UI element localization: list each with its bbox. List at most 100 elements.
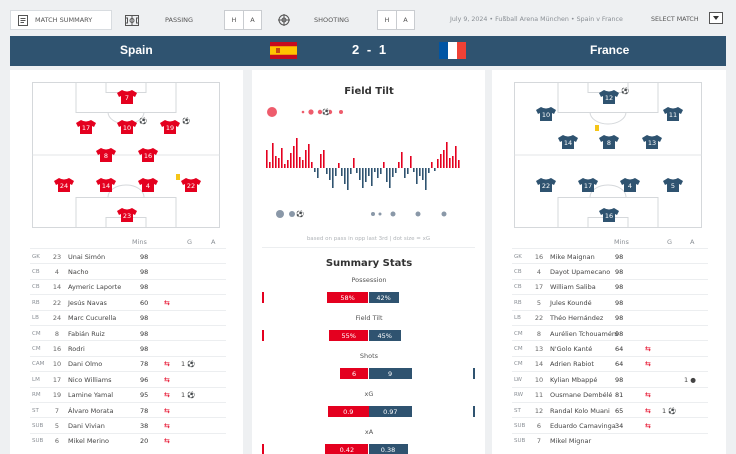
- player-shirt-icon[interactable]: [96, 178, 116, 192]
- player-shirt-icon[interactable]: [117, 120, 137, 134]
- player-row[interactable]: CB 4 Dayot Upamecano 98: [514, 264, 710, 279]
- player-shirt-icon[interactable]: [117, 90, 137, 104]
- player-row[interactable]: LW 10 Kylian Mbappé 98 1 ●: [514, 372, 710, 387]
- tab-match-summary[interactable]: MATCH SUMMARY: [10, 10, 112, 30]
- player-row[interactable]: LB 24 Marc Cucurella 98: [32, 311, 228, 326]
- player-row[interactable]: GK 16 Mike Maignan 98: [514, 249, 710, 264]
- tilt-bar: [401, 152, 403, 168]
- player-name: William Saliba: [550, 283, 596, 292]
- player-shirt-icon[interactable]: [138, 148, 158, 162]
- player-row[interactable]: RM 19 Lamine Yamal 95 ⇆ 1 ⚽: [32, 388, 228, 403]
- player-shirt-icon[interactable]: [536, 107, 556, 121]
- tilt-bar: [386, 168, 388, 182]
- player-number: 10: [534, 375, 544, 384]
- row-divider: [512, 417, 708, 419]
- shot-xg-dot: [441, 211, 447, 217]
- home-score: 2: [352, 42, 360, 57]
- player-name: Mike Maignan: [550, 252, 595, 261]
- goals-header: G: [187, 238, 193, 246]
- player-name: Nacho: [68, 267, 89, 276]
- player-row[interactable]: RB 22 Jesús Navas 60 ⇆: [32, 295, 228, 310]
- row-divider: [512, 278, 708, 280]
- passing-ha-toggle[interactable]: H A: [224, 10, 262, 30]
- stat-label: Possession: [351, 276, 387, 284]
- home-toggle[interactable]: H: [231, 16, 237, 24]
- player-row[interactable]: CM 14 Adrien Rabiot 64 ⇆: [514, 357, 710, 372]
- row-divider: [512, 432, 708, 434]
- player-row[interactable]: CB 17 William Saliba 98: [514, 280, 710, 295]
- player-position: LW: [514, 376, 522, 383]
- shirt-number: 19: [166, 124, 174, 132]
- player-row[interactable]: RB 5 Jules Koundé 98: [514, 295, 710, 310]
- player-number: 8: [54, 329, 60, 338]
- player-row[interactable]: CM 8 Fabián Ruiz 98: [32, 326, 228, 341]
- player-shirt-icon[interactable]: [96, 148, 116, 162]
- row-divider: [512, 325, 708, 326]
- player-shirt-icon[interactable]: [54, 178, 74, 192]
- player-row[interactable]: RW 11 Ousmane Dembélé 81 ⇆: [514, 388, 710, 403]
- player-shirt-icon[interactable]: [160, 120, 180, 134]
- tab-shooting[interactable]: SHOOTING: [278, 10, 349, 30]
- away-team-name: France: [590, 43, 630, 57]
- player-row[interactable]: CB 14 Aymeric Laporte 98: [32, 280, 228, 295]
- player-shirt-icon[interactable]: [599, 90, 619, 104]
- player-shirt-icon[interactable]: [663, 107, 683, 121]
- tilt-bar: [356, 168, 358, 173]
- player-shirt-icon[interactable]: [76, 120, 96, 134]
- player-shirt-icon[interactable]: [138, 178, 158, 192]
- document-icon: [17, 14, 29, 26]
- away-toggle[interactable]: A: [243, 11, 261, 29]
- player-row[interactable]: CM 8 Aurélien Tchouaméni 98: [514, 326, 710, 341]
- player-shirt-icon[interactable]: [578, 178, 598, 192]
- row-divider: [30, 371, 226, 373]
- player-row[interactable]: CM 13 N'Golo Kanté 64 ⇆: [514, 341, 710, 356]
- player-shirt-icon[interactable]: [642, 135, 662, 149]
- tilt-bar: [392, 168, 394, 177]
- player-minutes: 98: [615, 314, 624, 323]
- player-row[interactable]: ST 12 Randal Kolo Muani 65 ⇆ 1 ⚽: [514, 403, 710, 418]
- select-match-dropdown[interactable]: [709, 12, 723, 24]
- player-name: Mikel Mignar: [550, 437, 592, 446]
- player-row[interactable]: SUB 6 Eduardo Camavinga 34 ⇆: [514, 418, 710, 433]
- tilt-bar: [446, 142, 448, 168]
- player-row[interactable]: ST 7 Álvaro Morata 78 ⇆: [32, 403, 228, 418]
- player-row[interactable]: LM 17 Nico Williams 96 ⇆: [32, 372, 228, 387]
- tilt-bar: [308, 144, 310, 168]
- home-toggle[interactable]: H: [384, 16, 390, 24]
- player-row[interactable]: SUB 6 Mikel Merino 20 ⇆: [32, 434, 228, 449]
- tilt-bar: [326, 168, 328, 174]
- tab-passing[interactable]: PASSING: [125, 10, 193, 30]
- shirt-number: 7: [125, 94, 129, 102]
- player-number: 17: [534, 283, 544, 292]
- player-shirt-icon[interactable]: [181, 178, 201, 192]
- tilt-bar: [452, 156, 454, 168]
- player-shirt-icon[interactable]: [558, 135, 578, 149]
- player-shirt-icon[interactable]: [117, 208, 137, 222]
- shooting-ha-toggle[interactable]: H A: [377, 10, 415, 30]
- player-row[interactable]: GK 23 Unai Simón 98: [32, 249, 228, 264]
- player-shirt-icon[interactable]: [599, 208, 619, 222]
- player-position: ST: [32, 407, 39, 414]
- player-name: Dani Olmo: [68, 360, 103, 369]
- player-name: N'Golo Kanté: [550, 344, 593, 353]
- player-name: Kylian Mbappé: [550, 375, 598, 384]
- player-name: Randal Kolo Muani: [550, 406, 610, 415]
- player-row[interactable]: SUB 7 Mikel Mignar: [514, 434, 710, 449]
- tilt-bar: [275, 156, 277, 168]
- player-row[interactable]: CAM 10 Dani Olmo 78 ⇆ 1 ⚽: [32, 357, 228, 372]
- player-shirt-icon[interactable]: [599, 135, 619, 149]
- away-toggle[interactable]: A: [396, 11, 414, 29]
- crosshair-icon: [278, 14, 290, 26]
- goal-ball-icon: ⚽: [321, 108, 330, 116]
- player-row[interactable]: CB 4 Nacho 98: [32, 264, 228, 279]
- player-row[interactable]: SUB 5 Dani Vivian 38 ⇆: [32, 418, 228, 433]
- player-row[interactable]: LB 22 Théo Hernández 98: [514, 311, 710, 326]
- player-shirt-icon[interactable]: [620, 178, 640, 192]
- shirt-number: 17: [82, 124, 90, 132]
- player-row[interactable]: CM 16 Rodri 98: [32, 341, 228, 356]
- player-position: RW: [514, 392, 524, 399]
- stat-bar-away: 45%: [368, 330, 401, 341]
- player-shirt-icon[interactable]: [663, 178, 683, 192]
- player-shirt-icon[interactable]: [536, 178, 556, 192]
- player-minutes: 38: [140, 421, 149, 430]
